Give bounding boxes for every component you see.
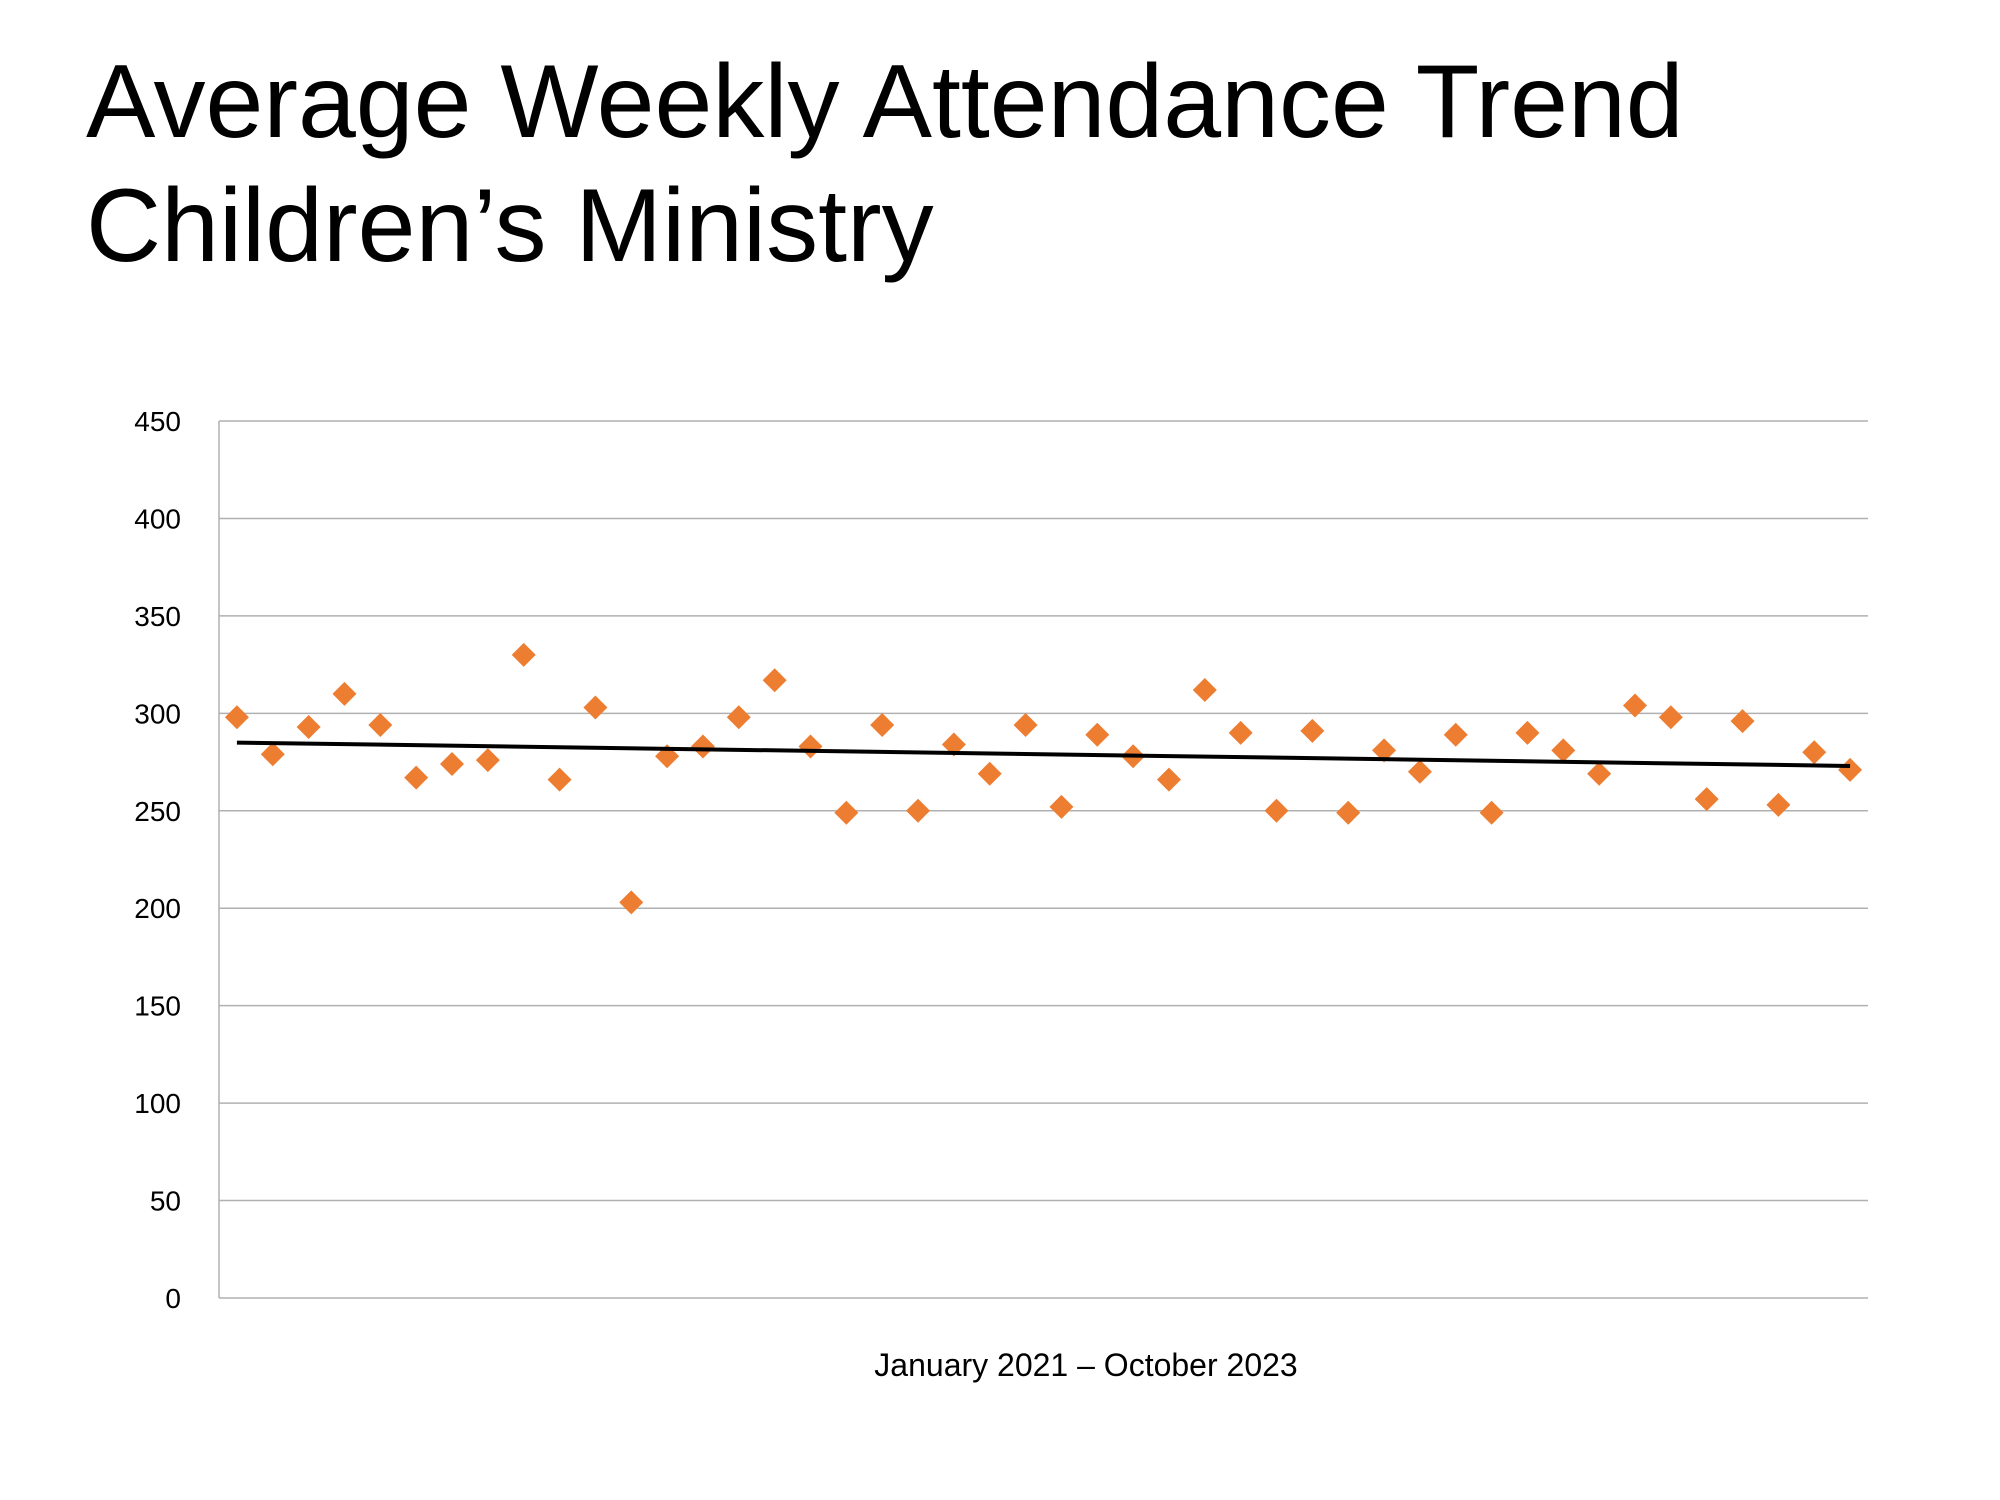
data-point [260, 742, 285, 767]
data-point [583, 695, 608, 720]
data-point [368, 713, 393, 738]
data-point [1228, 720, 1253, 745]
data-point [762, 668, 787, 693]
data-point [224, 705, 249, 730]
data-point [1515, 720, 1540, 745]
data-point [1049, 794, 1074, 819]
y-axis-ticks: 0 50 100 150 200 250 300 350 400 450 [134, 406, 181, 1314]
data-point [1372, 738, 1397, 763]
data-point [798, 734, 823, 759]
trendline [236, 740, 1851, 768]
data-point [1694, 787, 1719, 812]
data-point [870, 713, 895, 738]
data-point [1336, 800, 1361, 825]
data-point [1300, 718, 1325, 743]
y-tick-label: 200 [134, 893, 181, 924]
y-tick-label: 50 [150, 1186, 181, 1217]
y-tick-label: 350 [134, 601, 181, 632]
y-tick-label: 150 [134, 991, 181, 1022]
y-tick-label: 400 [134, 503, 181, 534]
data-point [404, 765, 429, 790]
y-tick-label: 0 [165, 1283, 181, 1314]
y-tick-label: 300 [134, 698, 181, 729]
chart-title: Average Weekly Attendance Trend Children… [86, 40, 1684, 288]
x-axis-label: January 2021 – October 2023 [874, 1347, 1297, 1383]
title-line-1: Average Weekly Attendance Trend [86, 44, 1684, 160]
data-point [1766, 792, 1791, 817]
data-point [1658, 705, 1683, 730]
data-point [1730, 709, 1755, 734]
data-point [690, 734, 715, 759]
data-point [1479, 800, 1504, 825]
y-tick-label: 450 [134, 406, 181, 437]
data-point [547, 767, 572, 792]
data-point [1443, 722, 1468, 747]
data-point [1587, 761, 1612, 786]
data-point [1407, 759, 1432, 784]
data-point [834, 800, 859, 825]
data-point [1264, 798, 1289, 823]
y-tick-label: 100 [134, 1088, 181, 1119]
data-point [296, 714, 321, 739]
data-point [511, 642, 536, 667]
data-point [1838, 757, 1863, 782]
data-point [906, 798, 931, 823]
data-point [941, 732, 966, 757]
data-point [1551, 738, 1576, 763]
data-point [977, 761, 1002, 786]
data-point [1802, 740, 1827, 765]
data-point [726, 705, 751, 730]
title-line-2: Children’s Ministry [86, 168, 934, 284]
data-point [1013, 713, 1038, 738]
y-tick-label: 250 [134, 796, 181, 827]
data-points [224, 642, 1863, 915]
data-point [1192, 677, 1217, 702]
data-point [332, 681, 357, 706]
data-point [1085, 722, 1110, 747]
data-point [1156, 767, 1181, 792]
data-point [619, 890, 644, 915]
data-point [475, 748, 500, 773]
gridlines [218, 420, 1868, 1299]
data-point [440, 752, 465, 777]
data-point [1622, 693, 1647, 718]
